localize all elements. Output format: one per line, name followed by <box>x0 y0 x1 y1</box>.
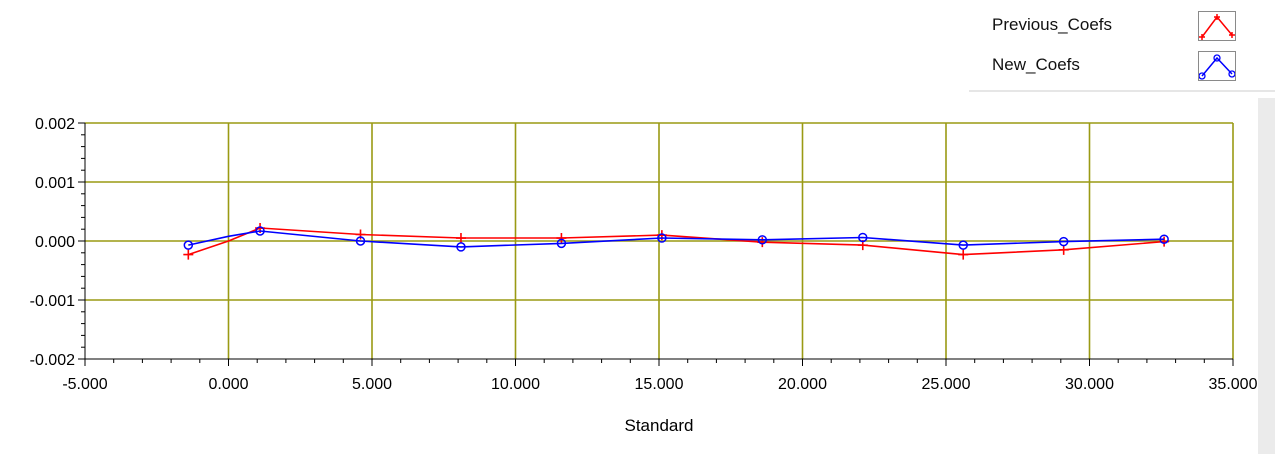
right-scrollbar[interactable] <box>1258 98 1275 454</box>
y-tick-label: -0.001 <box>30 293 75 310</box>
y-tick-label: 0.001 <box>35 175 75 192</box>
plus-marker <box>1058 244 1069 255</box>
circle-marker <box>556 238 567 249</box>
legend-label: New_Coefs <box>992 55 1080 74</box>
legend-item-new-coefs[interactable]: New_Coefs <box>969 46 1275 86</box>
x-tick-label: 5.000 <box>352 376 392 393</box>
plus-marker <box>455 233 466 244</box>
x-tick-label: 25.000 <box>922 376 971 393</box>
x-tick-label: 30.000 <box>1065 376 1114 393</box>
plot-legend[interactable]: Previous_Coefs New_Coefs <box>969 0 1275 92</box>
x-tick-label: 35.000 <box>1209 376 1258 393</box>
circle-marker <box>657 233 667 243</box>
circle-marker <box>1058 236 1069 247</box>
plus-marker <box>958 249 969 260</box>
plus-marker <box>355 229 366 240</box>
circle-marker <box>958 240 968 250</box>
x-tick-label: 0.000 <box>208 376 248 393</box>
y-tick-label: 0.002 <box>35 116 75 133</box>
y-tick-label: 0.000 <box>35 234 75 251</box>
x-axis-title: Standard <box>625 416 694 435</box>
x-tick-label: -5.000 <box>62 376 107 393</box>
x-tick-label: 20.000 <box>778 376 827 393</box>
series-line-1 <box>188 230 1165 248</box>
y-tick-label: -0.002 <box>30 352 75 369</box>
circle-marker <box>183 240 194 250</box>
circle-marker <box>456 242 466 252</box>
circle-marker <box>355 236 366 246</box>
circle-marker <box>255 226 265 236</box>
circle-marker <box>1159 234 1169 244</box>
series-line-0 <box>188 227 1165 256</box>
line-circle-marker-icon[interactable] <box>1198 51 1236 81</box>
circle-marker <box>757 235 768 245</box>
plus-marker <box>556 233 567 244</box>
x-tick-label: 10.000 <box>491 376 540 393</box>
legend-item-previous-coefs[interactable]: Previous_Coefs <box>969 6 1275 46</box>
plus-marker <box>183 249 194 260</box>
circle-marker <box>858 232 868 243</box>
legend-label: Previous_Coefs <box>992 15 1113 34</box>
line-plus-marker-icon[interactable] <box>1198 11 1236 41</box>
x-tick-label: 15.000 <box>635 376 684 393</box>
